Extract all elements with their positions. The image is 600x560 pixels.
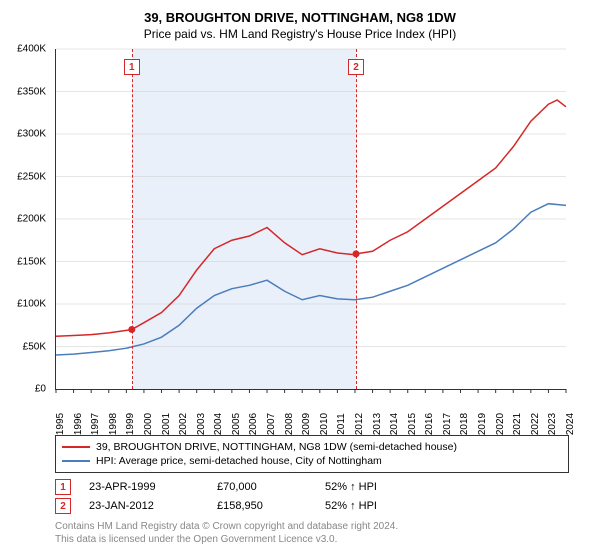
x-tick-label: 2021 [512,413,523,435]
transaction-date: 23-APR-1999 [89,481,199,493]
x-tick-label: 2002 [178,413,189,435]
legend-item: 39, BROUGHTON DRIVE, NOTTINGHAM, NG8 1DW… [62,440,562,454]
x-tick-label: 2012 [354,413,365,435]
chart-container: £0£50K£100K£150K£200K£250K£300K£350K£400… [10,49,570,429]
x-tick-label: 2016 [424,413,435,435]
x-tick-label: 2011 [336,413,347,435]
y-tick-label: £200K [17,214,46,225]
x-tick-label: 2024 [565,413,576,435]
chart-subtitle: Price paid vs. HM Land Registry's House … [10,27,590,41]
y-tick-label: £300K [17,129,46,140]
event-vline [132,49,133,389]
y-tick-label: £0 [35,384,46,395]
transaction-marker: 2 [55,498,71,514]
x-tick-label: 2017 [442,413,453,435]
x-tick-label: 1995 [55,413,66,435]
x-tick-label: 2007 [266,413,277,435]
legend-box: 39, BROUGHTON DRIVE, NOTTINGHAM, NG8 1DW… [55,435,569,473]
y-tick-label: £400K [17,44,46,55]
event-vline [356,49,357,389]
transaction-price: £70,000 [217,481,307,493]
x-axis-labels: 1995199619971998199920002001200220032004… [55,394,565,429]
transaction-vs-hpi: 52% ↑ HPI [325,481,377,493]
x-tick-label: 2023 [547,413,558,435]
transaction-date: 23-JAN-2012 [89,500,199,512]
x-tick-label: 2015 [407,413,418,435]
x-tick-label: 1997 [90,413,101,435]
x-tick-label: 1998 [108,413,119,435]
x-tick-label: 2013 [372,413,383,435]
x-tick-label: 2005 [231,413,242,435]
y-tick-label: £250K [17,171,46,182]
y-axis-labels: £0£50K£100K£150K£200K£250K£300K£350K£400… [10,49,50,389]
x-tick-label: 2009 [301,413,312,435]
plot-area: 12 [55,49,566,390]
x-tick-label: 2003 [196,413,207,435]
x-tick-label: 1999 [125,413,136,435]
y-tick-label: £150K [17,256,46,267]
event-marker: 2 [348,59,364,75]
event-marker: 1 [124,59,140,75]
legend-swatch [62,446,90,448]
legend-label: 39, BROUGHTON DRIVE, NOTTINGHAM, NG8 1DW… [96,441,457,453]
x-tick-label: 2019 [477,413,488,435]
transaction-row: 2 23-JAN-2012 £158,950 52% ↑ HPI [55,498,590,514]
legend-item: HPI: Average price, semi-detached house,… [62,454,562,468]
y-tick-label: £100K [17,299,46,310]
transaction-list: 1 23-APR-1999 £70,000 52% ↑ HPI 2 23-JAN-2012… [10,479,590,514]
x-tick-label: 2004 [213,413,224,435]
legend-swatch [62,460,90,462]
x-tick-label: 2022 [530,413,541,435]
transaction-row: 1 23-APR-1999 £70,000 52% ↑ HPI [55,479,590,495]
x-tick-label: 2001 [161,413,172,435]
x-tick-label: 2020 [495,413,506,435]
legend-label: HPI: Average price, semi-detached house,… [96,455,382,467]
footer: Contains HM Land Registry data © Crown c… [55,520,590,546]
chart-title: 39, BROUGHTON DRIVE, NOTTINGHAM, NG8 1DW [10,10,590,25]
transaction-price: £158,950 [217,500,307,512]
transaction-vs-hpi: 52% ↑ HPI [325,500,377,512]
x-tick-label: 2010 [319,413,330,435]
y-tick-label: £50K [23,341,46,352]
footer-line-2: This data is licensed under the Open Gov… [55,533,590,546]
transaction-marker: 1 [55,479,71,495]
x-tick-label: 2018 [459,413,470,435]
y-tick-label: £350K [17,86,46,97]
footer-line-1: Contains HM Land Registry data © Crown c… [55,520,590,533]
x-tick-label: 2006 [248,413,259,435]
x-tick-label: 2008 [284,413,295,435]
x-tick-label: 2014 [389,413,400,435]
x-tick-label: 2000 [143,413,154,435]
x-tick-label: 1996 [73,413,84,435]
